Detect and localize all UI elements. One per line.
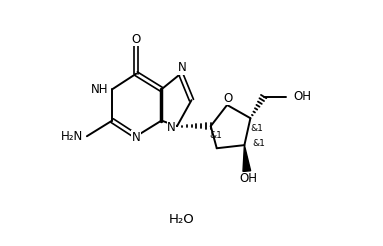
Text: N: N — [132, 131, 141, 144]
Text: OH: OH — [239, 172, 257, 185]
Text: &1: &1 — [250, 124, 263, 133]
Text: NH: NH — [91, 83, 108, 96]
Text: &1: &1 — [210, 131, 223, 139]
Text: OH: OH — [294, 90, 312, 103]
Text: N: N — [177, 61, 186, 74]
Text: H₂N: H₂N — [61, 130, 83, 143]
Text: O: O — [132, 33, 141, 46]
Text: O: O — [224, 92, 233, 105]
Polygon shape — [243, 145, 250, 171]
Text: N: N — [167, 121, 176, 134]
Text: H₂O: H₂O — [169, 213, 195, 226]
Text: &1: &1 — [252, 139, 265, 148]
